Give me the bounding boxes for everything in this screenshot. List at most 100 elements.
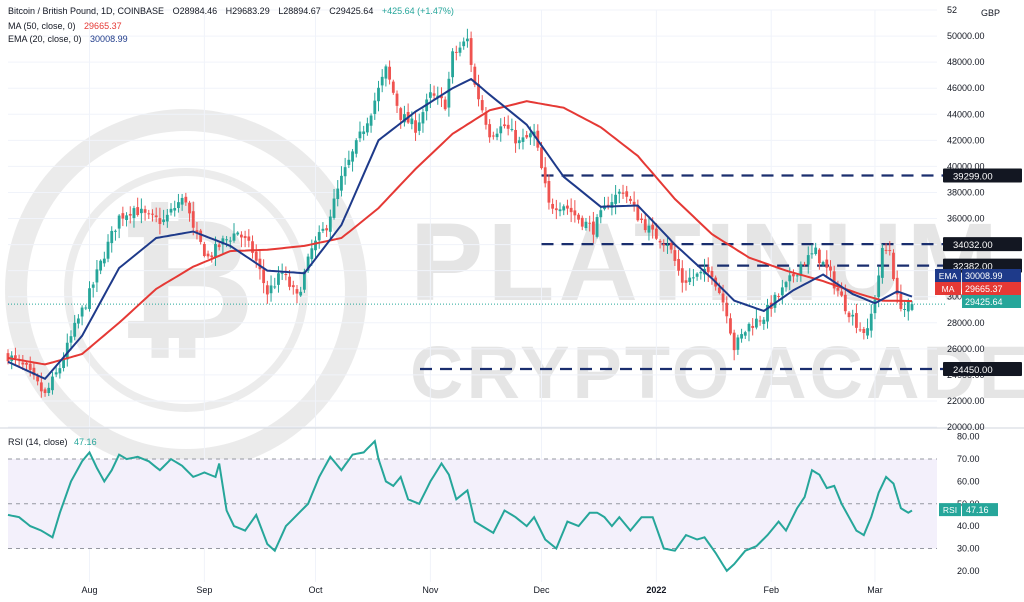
candle-body bbox=[336, 188, 340, 200]
candle-body bbox=[273, 286, 277, 288]
tag-value: 29665.37 bbox=[965, 284, 1003, 294]
candle-body bbox=[180, 197, 184, 205]
candle-body bbox=[906, 301, 910, 312]
candle-body bbox=[206, 253, 210, 257]
candle-body bbox=[743, 332, 747, 336]
candle-body bbox=[477, 84, 480, 100]
candle-body bbox=[543, 167, 547, 184]
candle-body bbox=[173, 208, 177, 211]
candle-body bbox=[121, 213, 125, 219]
candle-body bbox=[525, 135, 529, 138]
candle-body bbox=[310, 248, 314, 260]
time-tick-label: 2022 bbox=[646, 585, 666, 595]
candle-body bbox=[803, 264, 806, 266]
candle-body bbox=[547, 181, 551, 203]
rsi-tick-label: 60.00 bbox=[957, 476, 980, 486]
candle-body bbox=[136, 207, 140, 216]
tag-value-bg bbox=[962, 269, 1021, 282]
candle-body bbox=[806, 255, 810, 265]
candle-body bbox=[62, 359, 65, 368]
candle-body bbox=[869, 313, 873, 331]
candle-body bbox=[569, 207, 573, 213]
candle-body bbox=[629, 198, 632, 201]
tag-value: 30008.99 bbox=[965, 271, 1003, 281]
high-value: H29683.29 bbox=[225, 6, 270, 16]
tag-value-bg bbox=[962, 295, 1021, 308]
candle-body bbox=[254, 251, 258, 261]
candle-body bbox=[610, 202, 614, 208]
candle-body bbox=[258, 258, 262, 270]
low-value: L28894.67 bbox=[278, 6, 321, 16]
candle-body bbox=[6, 353, 10, 362]
candle-body bbox=[777, 295, 781, 297]
candle-body bbox=[614, 194, 618, 204]
candle-body bbox=[454, 51, 458, 53]
candle-body bbox=[102, 258, 106, 264]
candle-body bbox=[688, 277, 692, 283]
watermark-line2: CRYPTO ACADEMY bbox=[410, 331, 1024, 414]
candle-body bbox=[692, 277, 695, 279]
candle-body bbox=[751, 325, 755, 328]
candle-body bbox=[566, 205, 569, 209]
tag-name: MA bbox=[942, 284, 955, 294]
candle-body bbox=[391, 81, 395, 93]
candle-body bbox=[510, 128, 514, 130]
ma50-line bbox=[7, 100, 913, 366]
candle-body bbox=[177, 202, 180, 209]
level-tag bbox=[943, 168, 1022, 183]
candle-body bbox=[699, 271, 703, 274]
candle-body bbox=[262, 269, 266, 284]
candle-body bbox=[795, 275, 799, 277]
candle-body bbox=[347, 159, 351, 166]
candle-body bbox=[654, 228, 658, 239]
candle-body bbox=[110, 230, 114, 244]
candle-body bbox=[277, 273, 280, 285]
candle-body bbox=[39, 382, 43, 392]
candle-body bbox=[314, 240, 317, 251]
candle-body bbox=[269, 285, 273, 294]
price-tick-label: 48000.00 bbox=[947, 57, 985, 67]
tag-name: EMA bbox=[939, 271, 958, 281]
tag-value-bg bbox=[962, 282, 1021, 295]
candle-body bbox=[84, 307, 88, 309]
candle-body bbox=[125, 215, 128, 221]
candle-body bbox=[95, 269, 99, 283]
candle-body bbox=[706, 266, 710, 273]
candle-body bbox=[658, 240, 662, 243]
candle-body bbox=[88, 288, 91, 309]
candle-body bbox=[365, 123, 369, 133]
candle-body bbox=[514, 129, 517, 144]
candle-body bbox=[773, 294, 777, 308]
candle-body bbox=[466, 38, 469, 42]
candle-body bbox=[462, 41, 466, 47]
candle-body bbox=[866, 328, 869, 336]
candle-body bbox=[377, 87, 380, 102]
candle-body bbox=[388, 66, 392, 80]
candle-body bbox=[362, 131, 366, 135]
level-tag-label: 34032.00 bbox=[953, 240, 993, 251]
candle-body bbox=[54, 372, 58, 375]
level-tag-label: 24450.00 bbox=[953, 365, 993, 376]
ema20-line bbox=[7, 77, 913, 381]
candle-body bbox=[295, 289, 299, 294]
candle-body bbox=[758, 320, 762, 322]
candle-body bbox=[617, 191, 621, 194]
candle-body bbox=[836, 287, 840, 291]
close-value: C29425.64 bbox=[329, 6, 374, 16]
candle-body bbox=[780, 287, 784, 296]
candle-body bbox=[847, 312, 851, 318]
candle-body bbox=[799, 264, 803, 276]
tag-value: 29425.64 bbox=[965, 297, 1003, 307]
price-tick-label: 46000.00 bbox=[947, 83, 985, 93]
candle-body bbox=[165, 214, 169, 222]
candle-body bbox=[80, 307, 84, 317]
candle-body bbox=[647, 225, 651, 233]
time-tick-label: Nov bbox=[422, 585, 439, 595]
time-tick-label: Mar bbox=[867, 585, 883, 595]
candle-body bbox=[873, 299, 877, 314]
candle-body bbox=[821, 262, 825, 265]
candle-body bbox=[554, 208, 558, 211]
candle-body bbox=[884, 249, 888, 251]
candle-body bbox=[580, 217, 584, 227]
